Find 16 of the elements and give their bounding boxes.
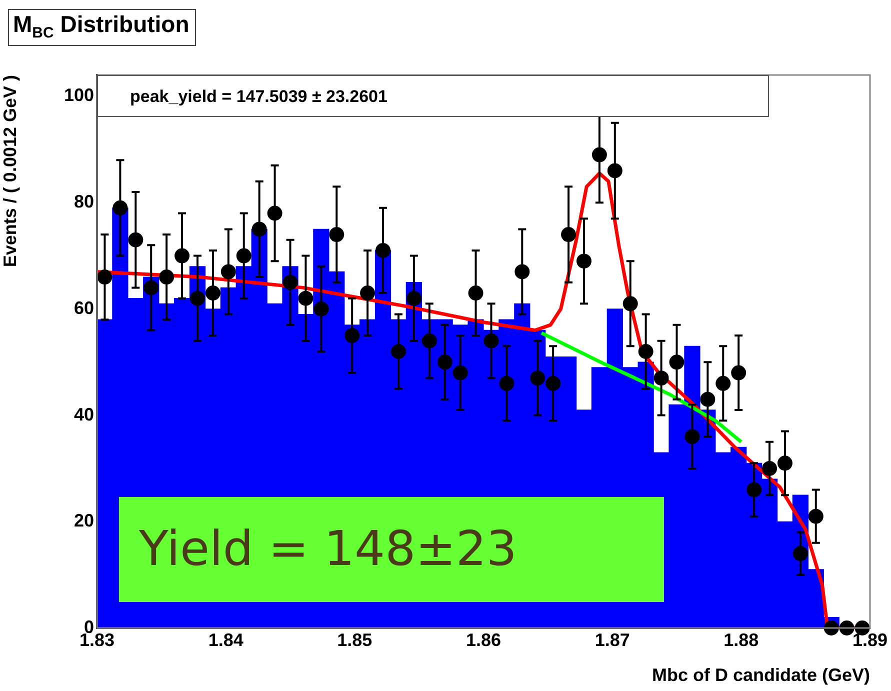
y-axis-title: Events / ( 0.0012 GeV ) [0,74,20,268]
x-tick-label: 1.84 [208,630,244,650]
chart-title: M$_{BC}$ Distribution [8,9,196,46]
y-tick-label: 80 [74,192,94,212]
x-tick-label: 1.87 [594,630,630,650]
y-tick-label: 60 [74,298,94,318]
x-tick-label: 1.86 [466,630,502,650]
x-tick-label: 1.88 [724,630,759,650]
y-tick-label: 100 [64,85,94,106]
x-tick-label: 1.85 [337,630,372,650]
x-tick-label: 1.89 [852,630,888,650]
parameter-box: peak_yield = 147.5039 ± 23.2601 [97,75,769,117]
y-tick-label: 40 [74,404,94,424]
yield-box: Yield = 148±23 [119,497,664,602]
x-axis-title: Mbc of D candidate (GeV) [652,665,870,686]
y-tick-label: 20 [74,510,94,531]
